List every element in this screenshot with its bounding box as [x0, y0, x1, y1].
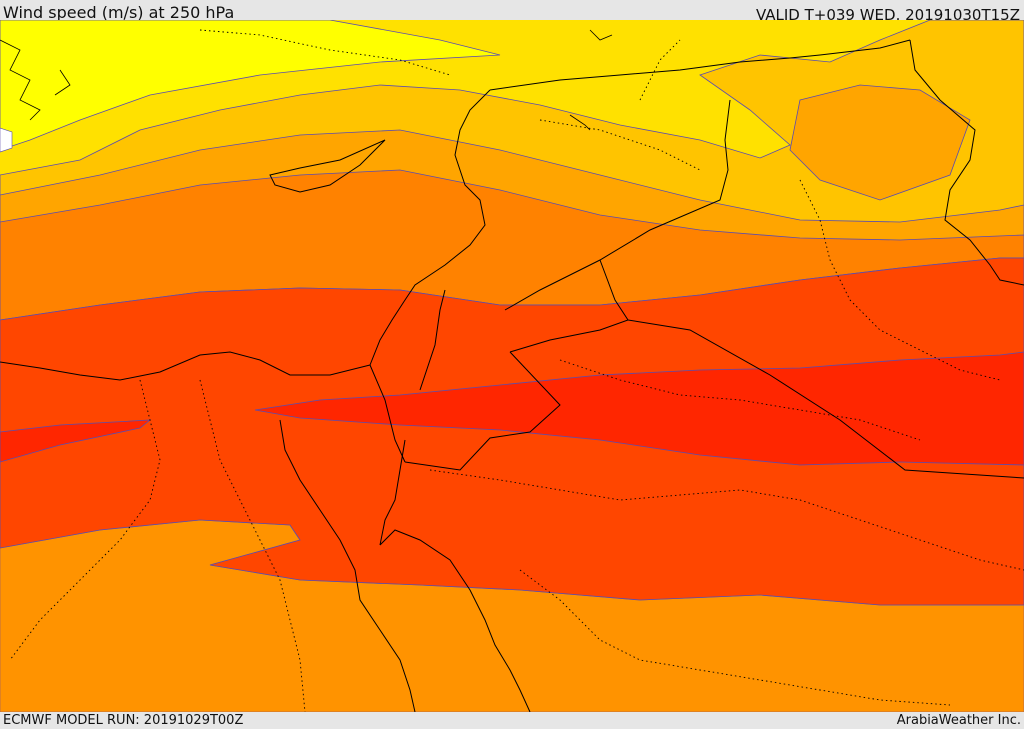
- map-canvas: [0, 20, 1024, 712]
- red-sea-east-coast: [379, 529, 531, 712]
- footer-bar: ECMWF MODEL RUN: 20191029T00Z ArabiaWeat…: [0, 712, 1024, 729]
- model-run-label: ECMWF MODEL RUN: 20191029T00Z: [3, 713, 244, 728]
- wind-speed-map: [0, 20, 1024, 712]
- aegean-islands: [0, 29, 613, 131]
- egypt-israel-border: [369, 364, 406, 463]
- levant-coast: [369, 89, 491, 366]
- chart-title: Wind speed (m/s) at 250 hPa: [3, 3, 235, 22]
- turkey-syria-border: [489, 39, 911, 91]
- north-africa-coast: [0, 351, 371, 381]
- jordan-west-border: [419, 289, 446, 391]
- valid-time-label: VALID T+039 WED. 20191030T15Z: [755, 6, 1020, 24]
- wind-band-8: [254, 351, 1024, 466]
- coastlines: [0, 39, 1024, 712]
- wind-band-weak-patch: [0, 127, 13, 153]
- wind-band-1: [0, 20, 501, 151]
- jordan-saudi-border: [404, 351, 561, 471]
- gulf-of-suez: [279, 419, 416, 712]
- iran-border: [909, 39, 1024, 286]
- gulf-of-aqaba: [379, 439, 406, 546]
- cyprus: [269, 139, 386, 193]
- iraq-jordan-border: [509, 259, 629, 353]
- wind-band-5-lower: [0, 520, 1024, 712]
- admin-boundaries: [9, 29, 1024, 712]
- iraq-saudi-border: [627, 319, 1024, 479]
- wind-band-4: [789, 84, 971, 201]
- wind-band-8-west: [0, 419, 152, 463]
- credit-label: ArabiaWeather Inc.: [896, 713, 1021, 728]
- title-bar: Wind speed (m/s) at 250 hPa VALID T+039 …: [0, 0, 1024, 24]
- syria-iraq-border: [504, 99, 731, 311]
